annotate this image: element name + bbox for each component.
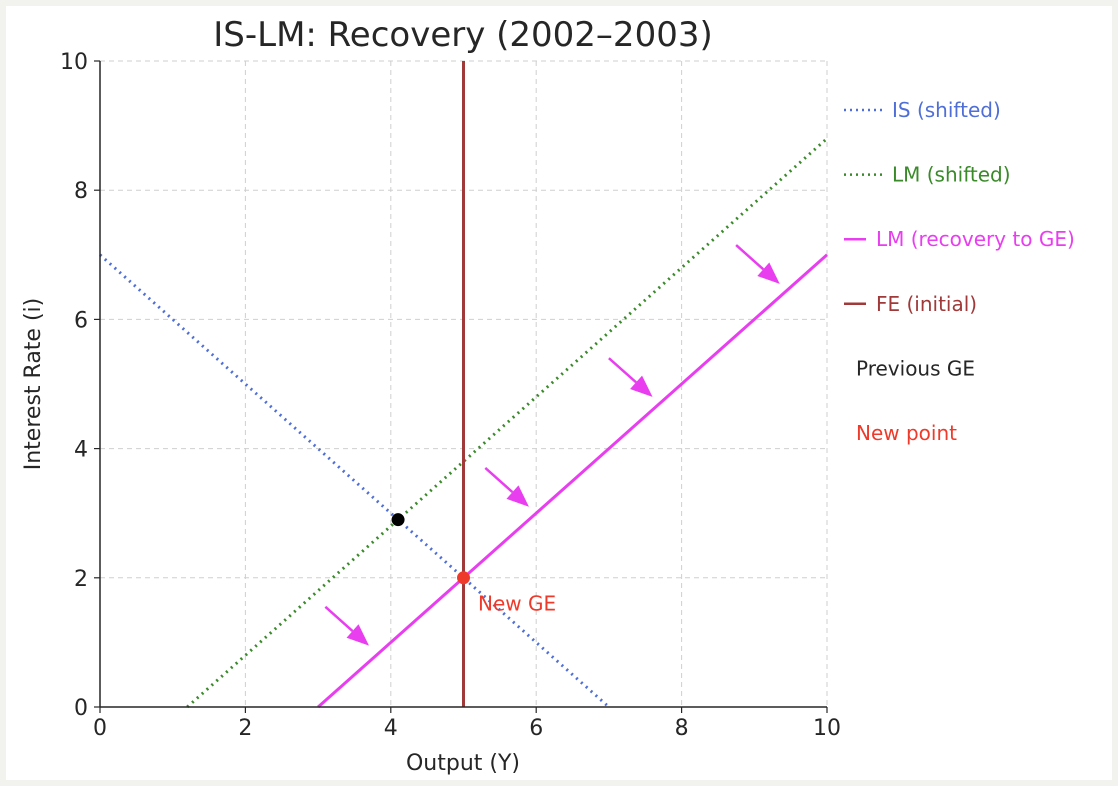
- y-axis-label: Interest Rate (i): [21, 298, 46, 471]
- annotations: New GE: [478, 592, 556, 616]
- legend-entry-new-point: New point: [856, 421, 957, 445]
- x-tick-label: 2: [238, 716, 252, 741]
- axes: [99, 61, 827, 708]
- legend-label: IS (shifted): [892, 98, 1001, 122]
- x-tick-label: 8: [675, 716, 689, 741]
- legend-entry-lm-recovery-to-ge: LM (recovery to GE): [844, 227, 1075, 251]
- chart-frame: IS-LM: Recovery (2002–2003) 0 2 4 6 8 10 0 2 4 6 8…: [6, 6, 1112, 780]
- x-tick-label: 0: [93, 716, 107, 741]
- shift-arrow-head: [630, 375, 653, 397]
- series-lm-shifted: [186, 137, 828, 709]
- legend-label: FE (initial): [876, 292, 977, 316]
- y-tick-label: 8: [74, 179, 88, 204]
- series-layer: [99, 61, 828, 709]
- shift-arrow-shaft: [324, 605, 354, 632]
- series-lm-recovery-to-ge: [317, 253, 828, 709]
- series-is-shifted: [99, 253, 610, 709]
- x-tick-label: 4: [384, 716, 398, 741]
- shift-arrow-shaft: [608, 357, 637, 384]
- point-previous-ge: [391, 513, 405, 527]
- y-tick-label: 10: [60, 50, 88, 75]
- shift-arrow: [324, 605, 369, 646]
- chart-title: IS-LM: Recovery (2002–2003): [213, 15, 712, 55]
- point-new-point: [457, 571, 470, 585]
- equilibrium-points: [391, 513, 470, 585]
- shift-arrows: [324, 244, 780, 646]
- legend-entry-fe-initial: FE (initial): [844, 292, 977, 316]
- y-tick-label: 4: [74, 438, 88, 463]
- shift-arrow-shaft: [484, 467, 514, 494]
- shift-arrow: [735, 244, 780, 284]
- legend: IS (shifted) LM (shifted) LM (recovery to …: [844, 98, 1075, 445]
- x-tick-label: 6: [529, 716, 543, 741]
- legend-entry-lm-shifted: LM (shifted): [844, 163, 1011, 187]
- legend-entry-is-shifted: IS (shifted): [844, 98, 1001, 122]
- is-lm-chart: IS-LM: Recovery (2002–2003) 0 2 4 6 8 10 0 2 4 6 8…: [21, 15, 1075, 776]
- legend-label: Previous GE: [856, 356, 975, 380]
- y-tick-label: 2: [74, 567, 88, 592]
- legend-label: New point: [856, 421, 957, 445]
- annotation-new-ge: New GE: [478, 592, 556, 616]
- legend-label: LM (recovery to GE): [876, 227, 1075, 251]
- legend-label: LM (shifted): [892, 163, 1011, 187]
- legend-entry-previous-ge: Previous GE: [856, 356, 975, 380]
- x-tick-label: 10: [813, 716, 841, 741]
- shift-arrow: [608, 357, 653, 397]
- x-axis-label: Output (Y): [406, 751, 520, 776]
- y-tick-label: 6: [74, 308, 88, 333]
- shift-arrow-head: [757, 262, 780, 284]
- shift-arrow-head: [506, 485, 529, 507]
- shift-arrow-shaft: [735, 244, 765, 271]
- shift-arrow-head: [346, 624, 369, 646]
- ticks: 0 2 4 6 8 10 0 2 4 6 8 10: [60, 50, 841, 741]
- shift-arrow: [484, 467, 529, 507]
- y-tick-label: 0: [74, 696, 88, 721]
